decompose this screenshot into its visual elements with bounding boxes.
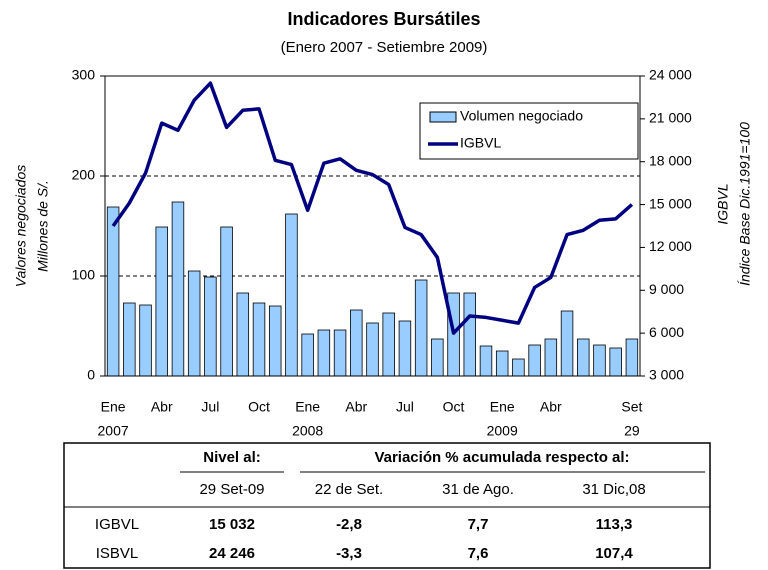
table-cell: 7,6 <box>468 545 489 562</box>
y-tick-label: 300 <box>72 67 96 83</box>
x-tick-label: Ene <box>490 399 515 415</box>
x-tick-label: Oct <box>443 399 465 415</box>
chart-subtitle: (Enero 2007 - Setiembre 2009) <box>281 39 488 56</box>
bar <box>495 350 509 377</box>
x-tick-sublabel: 29 <box>624 423 640 439</box>
y-tick-label: 100 <box>72 267 96 283</box>
y2-tick-label: 15 000 <box>649 195 692 211</box>
x-tick-sublabel: 2007 <box>98 423 129 439</box>
bar <box>431 338 444 377</box>
y-tick-label: 200 <box>72 167 96 183</box>
bar <box>382 312 395 377</box>
x-tick-label: Jul <box>396 399 414 415</box>
bar <box>123 302 136 377</box>
bar <box>544 338 558 377</box>
y2-tick-label: 24 000 <box>649 67 692 83</box>
bar <box>204 276 217 377</box>
y-tick-label: 0 <box>87 367 95 383</box>
bar <box>236 292 250 377</box>
legend-swatch <box>429 111 457 123</box>
bar <box>252 302 266 377</box>
table-group-header: Nivel al: <box>203 449 261 466</box>
bar <box>285 213 298 377</box>
y2-axis-label: IGBVL <box>715 183 731 224</box>
legend-label: IGBVL <box>460 135 501 151</box>
table-cell: 107,4 <box>595 545 633 562</box>
bar <box>333 329 347 377</box>
y-axis-label: Millones de S/. <box>35 180 51 272</box>
bar <box>268 305 282 377</box>
bar <box>560 310 574 377</box>
bar <box>317 329 331 377</box>
table-group-header: Variación % acumulada respecto al: <box>374 449 629 466</box>
table-column-header: 31 Dic,08 <box>582 481 645 498</box>
y2-axis-label: Índice Base Dic.1991=100 <box>737 122 753 286</box>
bar <box>350 309 363 377</box>
x-tick-label: Jul <box>201 399 219 415</box>
y2-tick-label: 18 000 <box>649 152 692 168</box>
x-tick-label: Abr <box>345 399 367 415</box>
x-tick-label: Abr <box>540 399 562 415</box>
y-axis-label: Valores negociados <box>13 165 29 287</box>
bar <box>398 320 412 377</box>
bar <box>301 333 314 377</box>
bar <box>512 358 525 377</box>
table-cell: 7,7 <box>468 516 489 533</box>
x-tick-sublabel: 2009 <box>487 423 518 439</box>
bar <box>187 270 201 377</box>
table-cell: 15 032 <box>209 516 255 533</box>
chart-title: Indicadores Bursátiles <box>287 9 480 29</box>
table-column-header: 29 Set-09 <box>199 481 264 498</box>
bar <box>479 345 493 377</box>
plot-border <box>104 75 641 377</box>
bar <box>609 347 622 377</box>
table-cell: -3,3 <box>336 545 362 562</box>
bar <box>366 322 379 377</box>
bar <box>414 279 428 377</box>
legend-label: Volumen negociado <box>460 108 583 124</box>
table-cell: 113,3 <box>596 516 633 533</box>
x-tick-label: Oct <box>248 399 270 415</box>
y2-tick-label: 9 000 <box>649 281 684 297</box>
y2-tick-label: 12 000 <box>649 238 692 254</box>
table-cell: IGBVL <box>95 516 139 533</box>
bar <box>625 338 639 377</box>
bar <box>463 292 477 377</box>
bar <box>528 344 541 377</box>
x-tick-label: Ene <box>101 399 126 415</box>
y2-tick-label: 3 000 <box>649 367 684 383</box>
table-column-header: 31 de Ago. <box>442 481 514 498</box>
table-cell: -2,8 <box>336 516 362 533</box>
bar <box>106 206 120 377</box>
x-tick-label: Ene <box>295 399 320 415</box>
bar <box>171 201 185 377</box>
x-tick-label: Set <box>621 399 642 415</box>
bar <box>593 344 606 377</box>
bar <box>220 226 233 377</box>
table-border <box>63 442 711 569</box>
bar <box>577 338 590 377</box>
line <box>111 81 634 335</box>
x-tick-label: Abr <box>151 399 173 415</box>
x-tick-sublabel: 2008 <box>292 423 323 439</box>
table-column-header: 22 de Set. <box>315 481 383 498</box>
y2-tick-label: 21 000 <box>649 110 692 126</box>
table-cell: ISBVL <box>96 545 139 562</box>
bar <box>139 304 152 377</box>
table-cell: 24 246 <box>209 545 255 562</box>
bar <box>155 226 168 377</box>
y2-tick-label: 6 000 <box>649 324 684 340</box>
